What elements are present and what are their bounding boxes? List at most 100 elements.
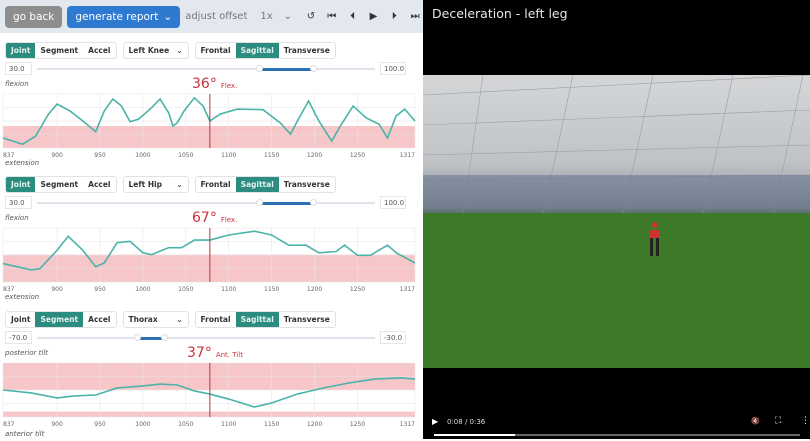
fullscreen-icon[interactable]: ⛶ — [775, 416, 782, 426]
joint-angle-chart[interactable]: 837 900 950 1000 1050 1100 1150 1200 1250 1317 — [0, 226, 423, 296]
range-band — [3, 126, 415, 148]
plane-frontal-button[interactable]: Frontal — [200, 46, 231, 55]
more-options-icon[interactable]: ⋮ — [801, 416, 810, 426]
plane-toggle: Frontal Sagittal Transverse — [194, 42, 336, 59]
range-max-input[interactable]: 100.0 — [380, 62, 406, 75]
go-back-button[interactable]: go back — [5, 5, 63, 28]
joint-angle-chart[interactable]: 837 900 950 1000 1050 1100 1150 1200 1250 1317 — [0, 92, 423, 162]
mode-toggle: Joint Segment Accel — [5, 42, 117, 59]
bottom-axis-label: extension — [5, 159, 40, 167]
top-axis-label: posterior tilt — [5, 349, 49, 357]
range-max-input[interactable]: -30.0 — [380, 331, 406, 344]
plane-sagittal-button[interactable]: Sagittal — [235, 312, 279, 327]
play-icon[interactable]: ▶ — [369, 11, 378, 22]
range-slider-min-handle[interactable] — [256, 65, 264, 72]
readout-label: Ant. Tilt — [215, 351, 243, 359]
plane-transverse-button[interactable]: Transverse — [283, 46, 330, 55]
mode-accel-button[interactable]: Accel — [88, 180, 111, 189]
x-tick-label: 950 — [94, 286, 106, 293]
plane-toggle: Frontal Sagittal Transverse — [194, 311, 336, 328]
generate-report-button[interactable]: generate report ⌄ — [67, 5, 181, 28]
range-min-input[interactable]: 30.0 — [5, 196, 32, 209]
x-tick-label: 900 — [51, 286, 63, 293]
bottom-axis-label: extension — [5, 293, 40, 301]
joint-angle-chart[interactable]: 837 900 950 1000 1050 1100 1150 1200 1250 1317 — [0, 361, 423, 431]
x-tick-label: 950 — [94, 152, 106, 159]
x-tick-label: 900 — [51, 152, 63, 159]
segment-select-value: Left Knee — [128, 46, 170, 55]
x-tick-label: 1100 — [221, 421, 236, 428]
segment-select-value: Left Hip — [128, 180, 163, 189]
mode-segment-button[interactable]: Segment — [40, 46, 79, 55]
range-slider[interactable] — [37, 334, 375, 341]
mode-segment-button[interactable]: Segment — [40, 180, 79, 189]
chevron-down-icon: ⌄ — [176, 46, 183, 55]
plane-sagittal-button[interactable]: Sagittal — [235, 43, 279, 58]
readout-value: 36° — [192, 76, 217, 92]
readout-label: Flex. — [220, 82, 238, 90]
chart-panel: Joint Segment Accel Left Hip ⌄ Frontal Sagitta… — [0, 176, 423, 306]
step-back-icon[interactable]: ⏴ — [350, 11, 356, 22]
bottom-axis-label: anterior tilt — [5, 430, 45, 438]
range-slider-max-handle[interactable] — [310, 199, 318, 206]
x-tick-label: 1050 — [178, 286, 193, 293]
sports-hall-image — [423, 75, 810, 368]
range-max-input[interactable]: 100.0 — [380, 196, 406, 209]
range-slider-max-handle[interactable] — [161, 334, 169, 341]
range-min-input[interactable]: -70.0 — [5, 331, 32, 344]
range-slider-min-handle[interactable] — [256, 199, 264, 206]
x-tick-label: 1200 — [307, 286, 322, 293]
range-slider[interactable] — [37, 65, 375, 72]
plane-transverse-button[interactable]: Transverse — [283, 180, 330, 189]
x-tick-label: 1100 — [221, 286, 236, 293]
cursor-readout: 37° Ant. Tilt — [187, 345, 243, 361]
x-tick-label: 1250 — [350, 286, 365, 293]
range-slider-fill — [260, 67, 315, 71]
mode-joint-button[interactable]: Joint — [6, 177, 36, 192]
mode-joint-button[interactable]: Joint — [11, 315, 31, 324]
plane-sagittal-button[interactable]: Sagittal — [235, 177, 279, 192]
mode-joint-button[interactable]: Joint — [6, 43, 36, 58]
adjust-offset-label[interactable]: adjust offset — [185, 11, 248, 22]
plane-frontal-button[interactable]: Frontal — [200, 315, 231, 324]
step-forward-icon[interactable]: ⏵ — [391, 11, 397, 22]
readout-value: 37° — [187, 345, 212, 361]
segment-select[interactable]: Thorax ⌄ — [122, 311, 189, 328]
mode-segment-button[interactable]: Segment — [35, 312, 84, 327]
x-tick-label: 1250 — [350, 152, 365, 159]
segment-select[interactable]: Left Hip ⌄ — [122, 176, 189, 193]
mode-accel-button[interactable]: Accel — [88, 315, 111, 324]
readout-value: 67° — [192, 210, 217, 226]
x-tick-label: 1000 — [135, 421, 150, 428]
cursor-readout: 36° Flex. — [192, 76, 237, 92]
video-frame[interactable] — [423, 75, 810, 368]
mode-accel-button[interactable]: Accel — [88, 46, 111, 55]
skip-start-icon[interactable]: ⏮ — [327, 11, 337, 22]
video-progress-bar[interactable] — [434, 434, 800, 436]
chevron-down-icon: ⌄ — [163, 10, 173, 23]
range-slider[interactable] — [37, 199, 375, 206]
readout-label: Flex. — [220, 216, 238, 224]
play-icon[interactable]: ▶ — [432, 417, 439, 426]
range-min-input[interactable]: 30.0 — [5, 62, 32, 75]
x-tick-label: 837 — [3, 421, 15, 428]
reset-icon[interactable]: ↺ — [306, 11, 316, 22]
video-controls: ▶ 0:08 / 0:36 🔇 ⛶ ⋮ — [423, 410, 810, 439]
x-tick-label: 1317 — [400, 286, 415, 293]
skip-end-icon[interactable]: ⏭ — [410, 11, 420, 22]
range-slider-max-handle[interactable] — [310, 65, 318, 72]
chevron-down-icon: ⌄ — [176, 180, 183, 189]
segment-select[interactable]: Left Knee ⌄ — [122, 42, 189, 59]
data-line — [2, 230, 416, 271]
generate-report-label: generate report — [75, 10, 159, 23]
mode-toggle: Joint Segment Accel — [5, 176, 117, 193]
mute-icon[interactable]: 🔇 — [751, 417, 760, 425]
speed-select[interactable]: 1x ⌄ — [260, 11, 292, 22]
x-tick-label: 1200 — [307, 152, 322, 159]
range-slider-min-handle[interactable] — [134, 334, 142, 341]
plane-transverse-button[interactable]: Transverse — [283, 315, 330, 324]
x-tick-label: 1150 — [264, 152, 279, 159]
range-band — [3, 411, 415, 417]
plane-frontal-button[interactable]: Frontal — [200, 180, 231, 189]
analysis-panel: go back generate report ⌄ adjust offset 1… — [0, 0, 423, 439]
